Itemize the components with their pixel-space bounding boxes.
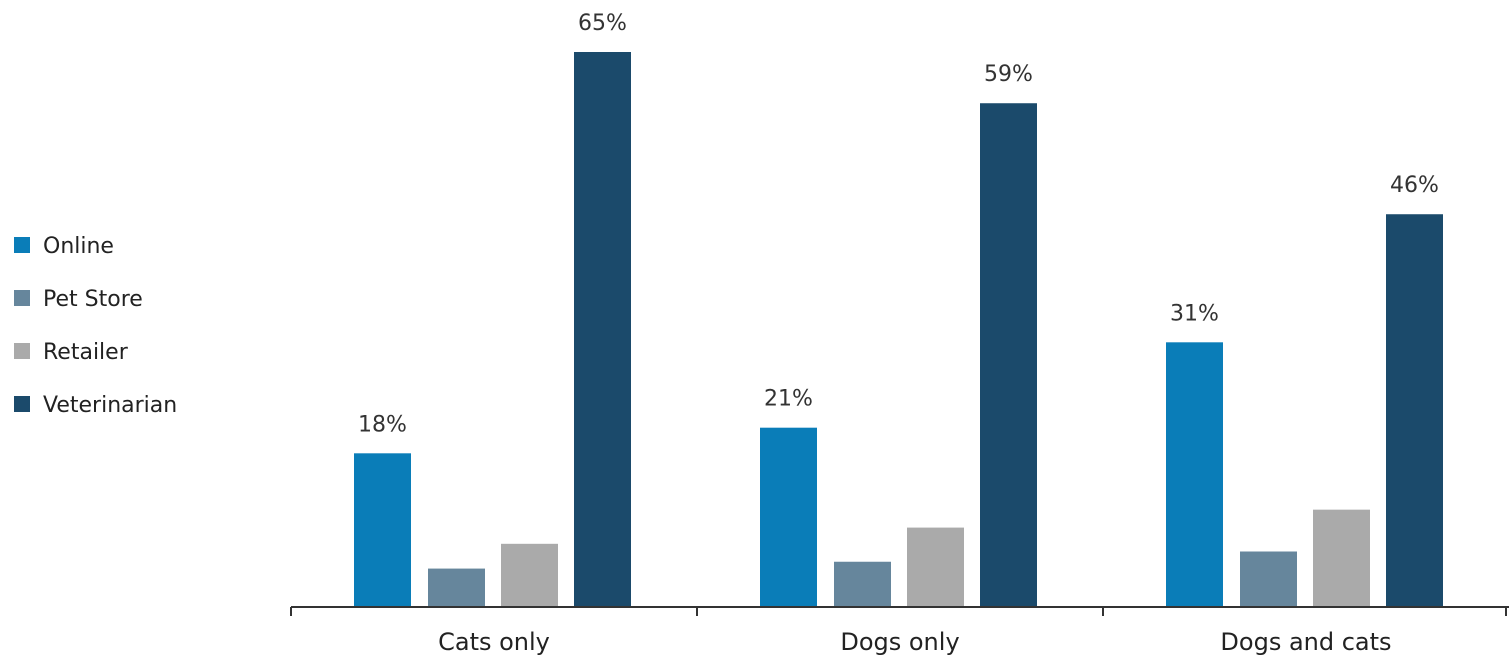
- data-label-online-cats-only: 18%: [358, 412, 407, 437]
- bar-online-dogs-and-cats: [1166, 342, 1223, 607]
- bar-pet-store-dogs-and-cats: [1240, 551, 1297, 607]
- x-axis: Cats only Dogs only Dogs and cats: [290, 606, 1509, 656]
- bar-veterinarian-dogs-and-cats: [1386, 214, 1443, 607]
- data-label-veterinarian-dogs-only: 59%: [984, 62, 1033, 87]
- legend-swatch-online: [14, 237, 30, 253]
- bar-veterinarian-cats-only: [574, 52, 631, 607]
- bar-online-cats-only: [354, 453, 411, 607]
- legend-swatch-pet-store: [14, 290, 30, 306]
- bar-pet-store-cats-only: [428, 568, 485, 607]
- bar-retailer-cats-only: [501, 543, 558, 607]
- category-label-cats-only: Cats only: [438, 628, 550, 656]
- bar-online-dogs-only: [760, 427, 817, 607]
- bar-retailer-dogs-only: [907, 527, 964, 607]
- category-label-dogs-and-cats: Dogs and cats: [1220, 628, 1391, 656]
- category-label-dogs-only: Dogs only: [840, 628, 959, 656]
- legend-label-veterinarian: Veterinarian: [43, 393, 177, 418]
- data-labels: 18% 65% 21% 59% 31% 46%: [358, 11, 1439, 437]
- legend-swatch-retailer: [14, 343, 30, 359]
- data-label-online-dogs-only: 21%: [764, 387, 813, 412]
- legend-label-retailer: Retailer: [43, 340, 129, 365]
- bar-retailer-dogs-and-cats: [1313, 509, 1370, 607]
- legend-label-online: Online: [43, 234, 114, 259]
- data-label-veterinarian-dogs-and-cats: 46%: [1390, 173, 1439, 198]
- legend-swatch-veterinarian: [14, 396, 30, 412]
- data-label-online-dogs-and-cats: 31%: [1170, 301, 1219, 326]
- data-label-veterinarian-cats-only: 65%: [578, 11, 627, 36]
- bar-veterinarian-dogs-only: [980, 103, 1037, 607]
- legend-label-pet-store: Pet Store: [43, 287, 143, 312]
- bar-pet-store-dogs-only: [834, 561, 891, 607]
- bars: [354, 52, 1443, 607]
- legend: Online Pet Store Retailer Veterinarian: [14, 234, 177, 418]
